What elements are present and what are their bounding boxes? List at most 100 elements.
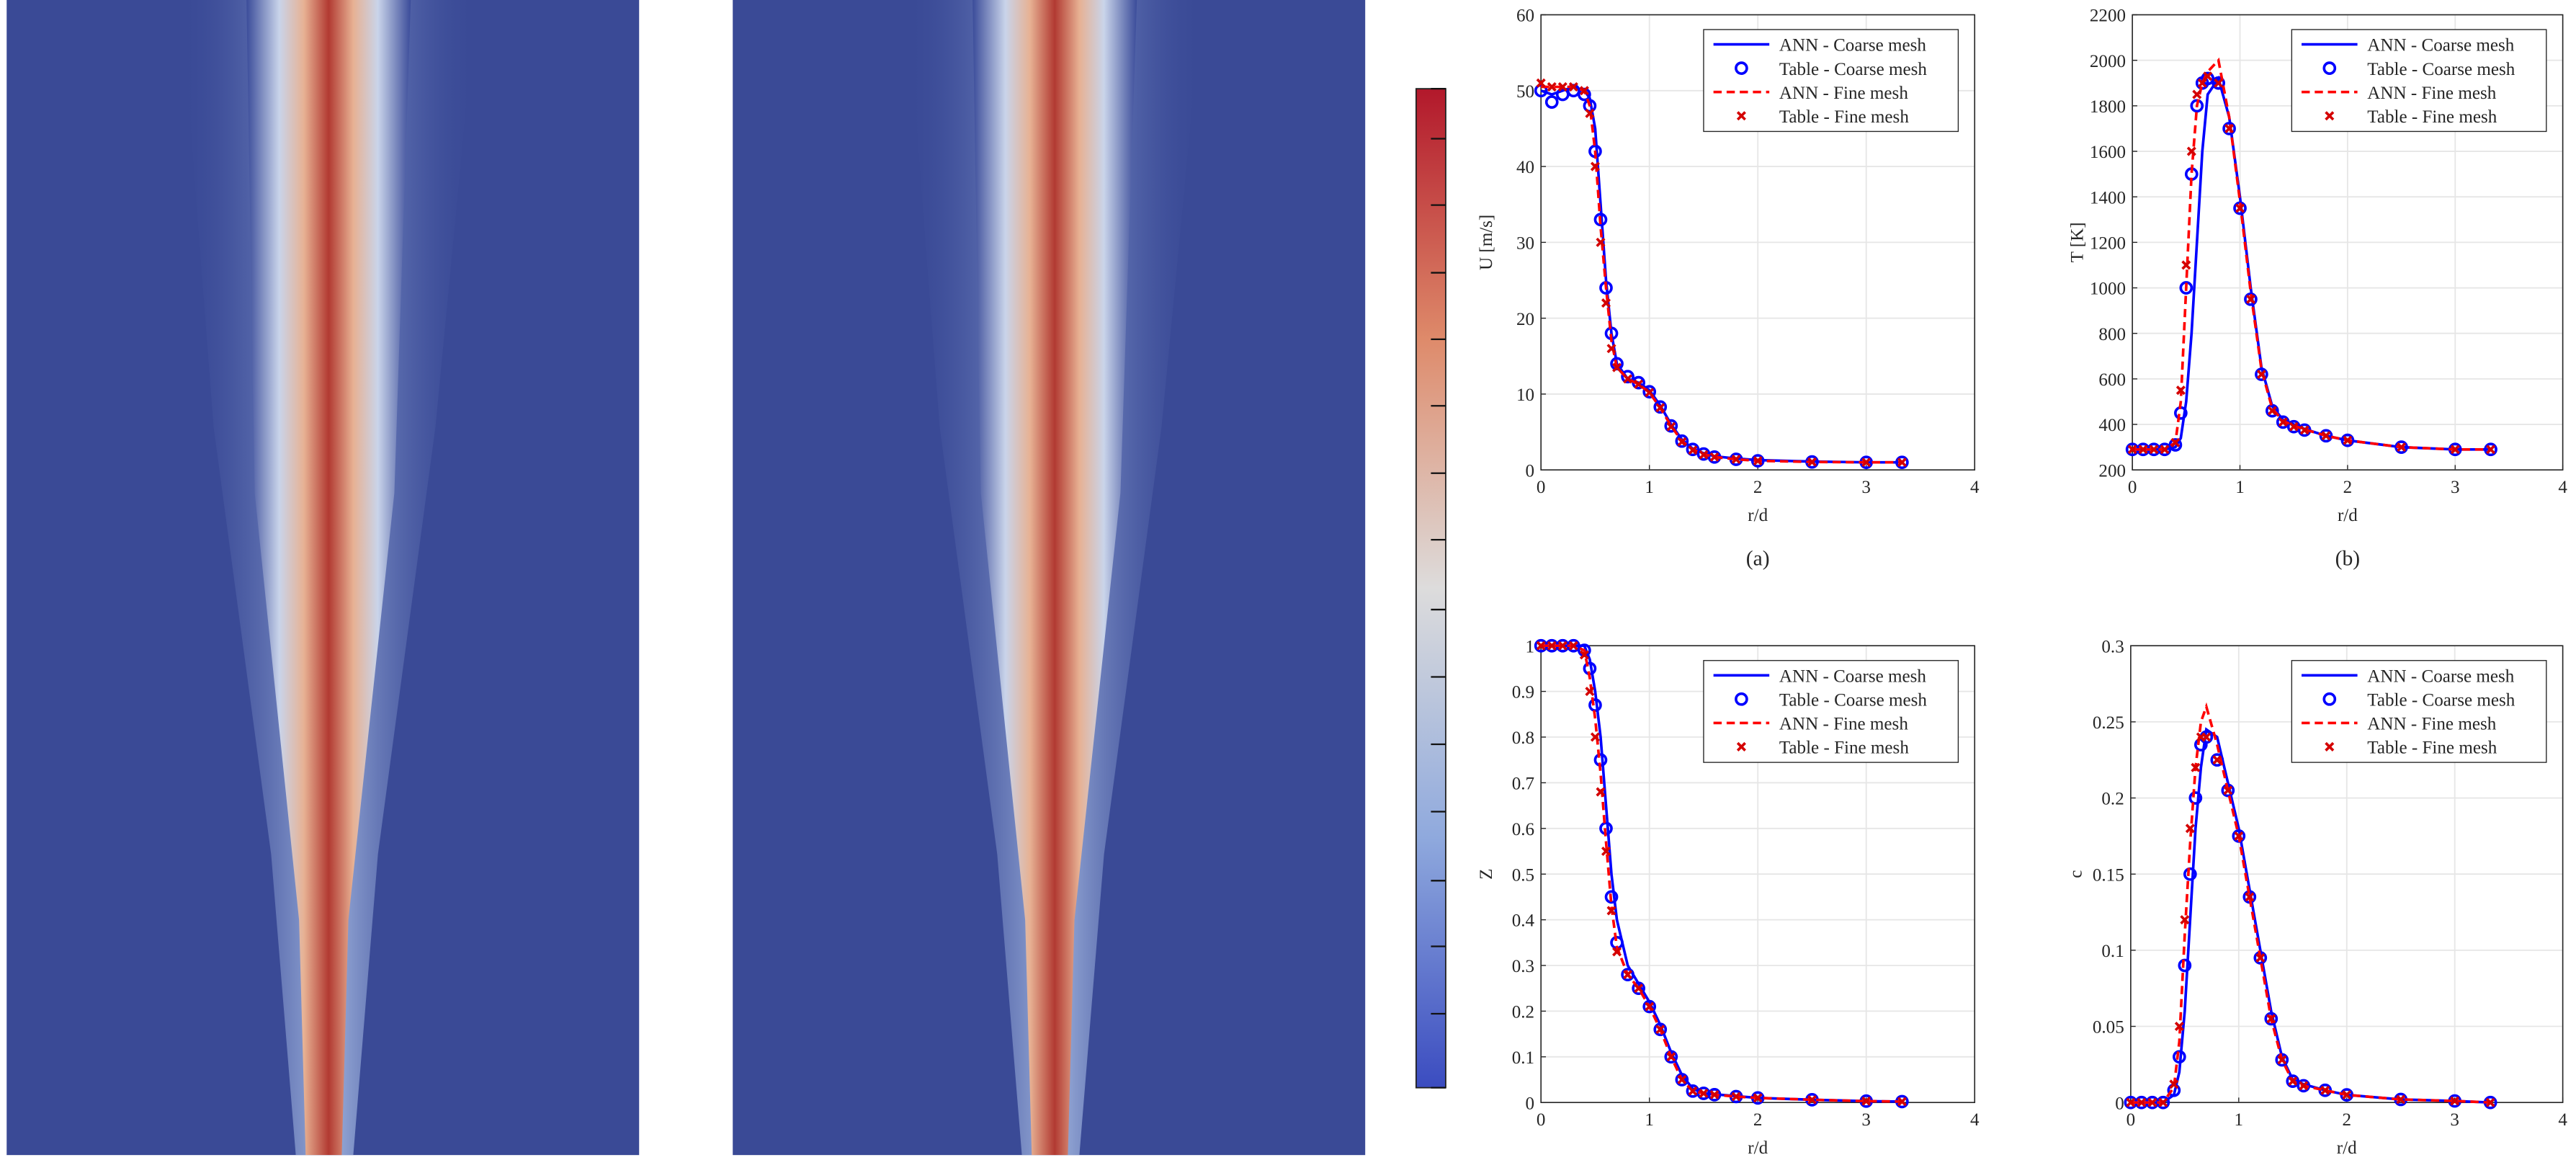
- marker: [1688, 1086, 1698, 1096]
- marker: [1536, 78, 1546, 88]
- marker: [2289, 421, 2299, 432]
- marker: [1547, 641, 1557, 651]
- y-tick-label: 0.1: [1512, 1048, 1534, 1068]
- marker: [2210, 753, 2224, 767]
- marker: [2396, 1094, 2406, 1105]
- y-tick-label: 0.9: [1512, 683, 1534, 702]
- marker: [2158, 1097, 2168, 1107]
- x-axis-label: r/d: [1748, 506, 1768, 525]
- marker: [2484, 442, 2497, 457]
- colorbar: [1415, 88, 1446, 1089]
- y-tick-label: 10: [1516, 385, 1534, 405]
- x-tick-label: 0: [2128, 478, 2137, 497]
- marker: [2450, 1096, 2460, 1106]
- chart: 0 1 2 3 4 0 0.05 0.1 0.15 0.2 0.25 0.3 r/d c ANN - Coa…: [2066, 637, 2567, 1158]
- legend-swatch: [1736, 111, 1746, 121]
- legend-label: Table - Fine mesh: [2367, 107, 2497, 127]
- marker: [1642, 385, 1657, 399]
- legend-box: [2291, 660, 2547, 763]
- marker: [1861, 1096, 1871, 1106]
- x-tick-label: 4: [1970, 1110, 1980, 1130]
- legend-label: Table - Coarse mesh: [2367, 60, 2515, 79]
- marker: [1606, 344, 1616, 354]
- marker: [2265, 403, 2279, 418]
- marker: [1585, 687, 1595, 697]
- marker: [1634, 379, 1644, 389]
- marker: [2186, 146, 2196, 156]
- marker: [2256, 370, 2266, 380]
- marker: [1632, 981, 1645, 996]
- marker: [2181, 260, 2191, 270]
- x-tick-label: 1: [1645, 1110, 1654, 1130]
- marker: [2160, 445, 2170, 455]
- marker: [2191, 762, 2201, 772]
- marker: [1861, 458, 1871, 468]
- marker: [2235, 203, 2245, 213]
- marker: [2264, 1012, 2278, 1026]
- legend-label: ANN - Coarse mesh: [1779, 36, 1927, 55]
- x-tick-label: 0: [1537, 478, 1546, 497]
- marker: [1590, 161, 1600, 171]
- marker: [2223, 785, 2233, 795]
- field-right: [733, 0, 1366, 1156]
- marker: [1655, 1025, 1665, 1035]
- marker: [2183, 867, 2197, 881]
- y-tick-label: 0.1: [2101, 942, 2124, 961]
- y-tick-label: 0.4: [1512, 911, 1535, 931]
- marker: [1596, 237, 1606, 247]
- marker: [1675, 434, 1689, 448]
- legend-label: Table - Fine mesh: [1779, 739, 1909, 758]
- marker: [2224, 123, 2235, 133]
- legend-swatch: [2322, 692, 2337, 706]
- marker: [2340, 433, 2355, 447]
- x-tick-label: 4: [2558, 478, 2567, 497]
- marker: [2485, 1097, 2495, 1107]
- legend: ANN - Coarse mesh Table - Coarse mesh ANN …: [1703, 29, 1959, 133]
- y-tick-label: 2000: [2090, 52, 2126, 71]
- marker: [2169, 1079, 2179, 1089]
- marker: [1753, 1093, 1763, 1103]
- marker: [2126, 1097, 2136, 1107]
- legend-label: ANN - Coarse mesh: [1779, 666, 1927, 686]
- caption: (a): [1746, 547, 1770, 570]
- y-tick-label: 0: [1526, 1094, 1535, 1113]
- marker: [2397, 442, 2407, 452]
- marker: [1677, 1074, 1687, 1085]
- y-axis-label: Z: [1477, 869, 1496, 880]
- x-tick-label: 0: [1537, 1110, 1546, 1130]
- marker: [2286, 1074, 2300, 1088]
- marker: [1568, 641, 1578, 651]
- marker: [2234, 831, 2244, 841]
- marker: [2299, 1081, 2309, 1091]
- marker: [1688, 445, 1698, 455]
- marker: [1557, 82, 1567, 92]
- axes-box: [1540, 14, 1976, 471]
- y-tick-label: 0.6: [1512, 820, 1534, 839]
- y-tick-label: 200: [2098, 461, 2126, 481]
- marker: [1536, 641, 1546, 651]
- y-tick-label: 20: [1516, 310, 1534, 329]
- marker: [2137, 1097, 2147, 1107]
- marker: [2277, 1055, 2287, 1065]
- y-tick-label: 1800: [2090, 97, 2126, 117]
- marker: [2245, 294, 2255, 304]
- x-tick-label: 2: [2343, 478, 2353, 497]
- marker: [1653, 1022, 1668, 1037]
- marker: [2266, 1014, 2276, 1024]
- y-tick-label: 50: [1516, 82, 1534, 102]
- y-tick-label: 0.2: [2101, 790, 2124, 809]
- legend-swatch: [1735, 61, 1748, 75]
- y-tick-label: 0.3: [2101, 637, 2124, 656]
- marker: [1601, 846, 1611, 857]
- marker: [2275, 1053, 2289, 1067]
- marker: [1606, 906, 1616, 916]
- legend-label: ANN - Coarse mesh: [2367, 666, 2515, 686]
- marker: [1653, 400, 1668, 414]
- legend-box: [1703, 660, 1959, 763]
- axes-box: [2132, 14, 2564, 471]
- legend-box: [2291, 29, 2547, 133]
- marker: [1612, 947, 1622, 957]
- marker: [1583, 99, 1597, 113]
